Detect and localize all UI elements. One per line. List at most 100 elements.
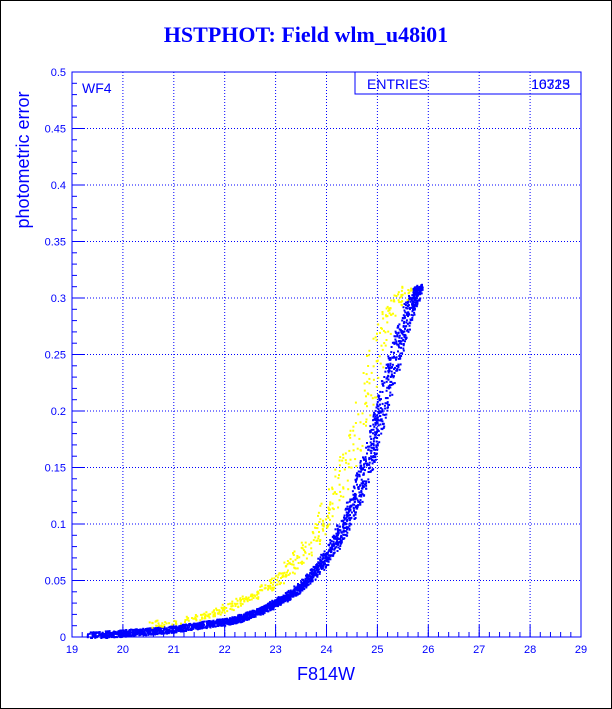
data-point <box>359 460 362 462</box>
data-point <box>336 550 339 552</box>
data-point <box>108 631 111 633</box>
data-point <box>344 459 347 462</box>
data-point <box>301 589 304 592</box>
data-point <box>321 567 324 570</box>
data-point <box>381 410 384 413</box>
data-point <box>359 484 362 487</box>
data-point <box>384 416 387 419</box>
data-point <box>400 337 403 340</box>
data-point <box>345 522 348 525</box>
data-point <box>293 587 296 590</box>
data-point <box>315 527 318 529</box>
data-point <box>399 329 402 332</box>
data-point <box>404 311 407 314</box>
data-point <box>222 618 225 621</box>
y-tick-label: 0.45 <box>45 124 66 136</box>
data-point <box>344 521 347 524</box>
data-point <box>367 478 370 481</box>
data-point <box>268 607 271 610</box>
data-point <box>398 334 401 337</box>
data-point <box>231 604 234 607</box>
data-point <box>200 627 203 630</box>
data-point <box>365 421 368 423</box>
data-point <box>350 504 353 507</box>
data-point <box>316 539 319 542</box>
data-point <box>308 543 311 546</box>
data-point <box>405 306 408 309</box>
data-point <box>398 346 401 349</box>
data-point <box>397 364 400 367</box>
data-point <box>363 458 366 461</box>
data-point <box>300 585 303 587</box>
data-point <box>341 459 344 462</box>
data-point <box>314 526 316 529</box>
data-point <box>377 411 380 414</box>
data-point <box>248 616 251 619</box>
data-point <box>227 622 230 624</box>
data-point <box>402 349 405 352</box>
data-point <box>331 488 334 491</box>
data-point <box>275 601 278 604</box>
data-point <box>332 534 335 537</box>
data-point <box>270 608 273 611</box>
data-point <box>354 496 357 499</box>
data-point <box>357 500 360 503</box>
data-point <box>256 590 259 593</box>
data-point <box>368 467 371 470</box>
data-point <box>304 545 307 548</box>
data-point <box>314 523 317 525</box>
data-point <box>404 340 406 343</box>
data-point <box>327 556 330 559</box>
data-point <box>372 415 375 418</box>
data-point <box>317 557 320 560</box>
data-point <box>238 616 241 618</box>
data-point <box>106 637 108 639</box>
data-point <box>130 635 133 638</box>
data-point <box>229 623 232 626</box>
data-point <box>411 316 414 319</box>
data-point <box>293 566 296 569</box>
data-point <box>374 419 377 421</box>
data-point <box>268 603 271 606</box>
data-point <box>329 541 332 544</box>
data-point <box>387 309 390 312</box>
data-point <box>401 293 404 296</box>
data-point <box>365 373 368 376</box>
data-point <box>147 633 150 636</box>
data-point <box>374 453 376 456</box>
data-point <box>370 455 373 458</box>
data-point <box>358 475 361 478</box>
data-point <box>257 611 260 614</box>
data-point <box>409 308 411 311</box>
data-point <box>356 499 359 502</box>
data-point <box>373 436 376 439</box>
data-point <box>413 307 416 310</box>
data-point <box>230 618 233 621</box>
data-point <box>323 568 326 571</box>
data-point <box>343 514 346 517</box>
data-point <box>193 625 196 628</box>
data-point <box>310 551 313 554</box>
data-point <box>374 421 377 424</box>
data-point <box>312 566 315 568</box>
data-point <box>143 633 145 636</box>
data-point <box>386 376 389 379</box>
data-point <box>219 613 222 616</box>
data-point <box>300 582 303 585</box>
data-point <box>139 630 142 633</box>
data-point <box>329 550 332 552</box>
data-point <box>346 479 349 482</box>
data-point <box>314 569 317 572</box>
data-point <box>240 604 242 607</box>
data-point <box>305 579 308 582</box>
data-point <box>354 422 357 424</box>
data-point <box>398 340 401 342</box>
data-point <box>271 586 274 589</box>
data-point <box>171 623 174 626</box>
data-point <box>252 597 255 599</box>
data-point <box>381 380 384 383</box>
data-point <box>379 407 382 410</box>
data-point <box>291 571 294 574</box>
data-point <box>397 331 400 334</box>
data-point <box>287 591 290 594</box>
